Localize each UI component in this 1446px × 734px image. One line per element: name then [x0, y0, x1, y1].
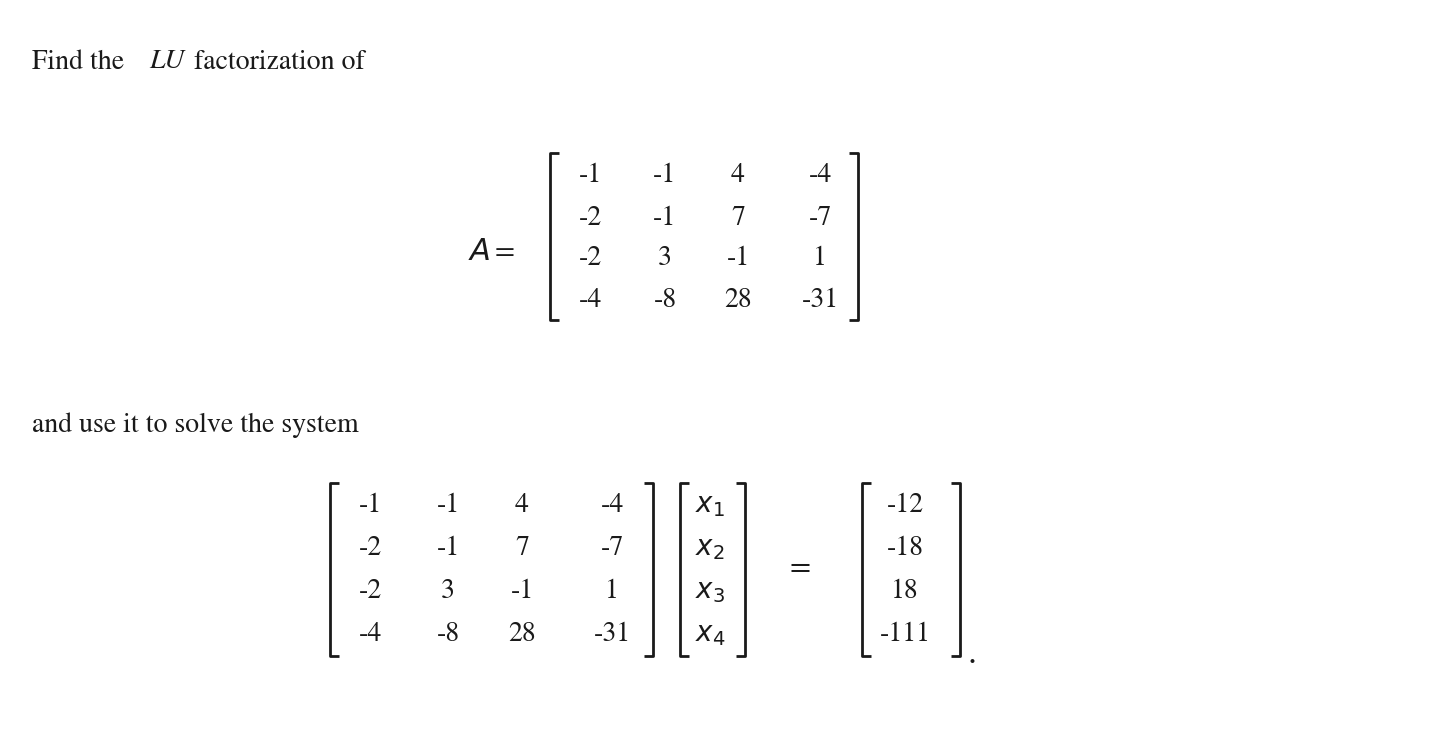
Text: -1: -1	[578, 162, 602, 188]
Text: 3: 3	[441, 578, 455, 603]
Text: -31: -31	[801, 288, 839, 313]
Text: -1: -1	[654, 162, 677, 188]
Text: -1: -1	[654, 206, 677, 230]
Text: -2: -2	[578, 206, 602, 230]
Text: $x_{4}$: $x_{4}$	[694, 620, 726, 648]
Text: $x_{1}$: $x_{1}$	[696, 491, 724, 519]
Text: 4: 4	[515, 493, 529, 517]
Text: -111: -111	[879, 622, 930, 647]
Text: =: =	[790, 556, 811, 584]
Text: $x_{3}$: $x_{3}$	[696, 577, 724, 605]
Text: -1: -1	[437, 493, 460, 517]
Text: 7: 7	[732, 206, 745, 230]
Text: and use it to solve the system: and use it to solve the system	[32, 413, 359, 438]
Text: -1: -1	[359, 493, 382, 517]
Text: -2: -2	[359, 535, 382, 561]
Text: -18: -18	[886, 535, 924, 561]
Text: 28: 28	[724, 288, 752, 313]
Text: -2: -2	[359, 578, 382, 603]
Text: -4: -4	[808, 162, 831, 188]
Text: -4: -4	[359, 622, 382, 647]
Text: 1: 1	[604, 578, 619, 603]
Text: -1: -1	[726, 245, 749, 271]
Text: 7: 7	[515, 535, 529, 561]
Text: 3: 3	[658, 245, 672, 271]
Text: $A$: $A$	[467, 238, 490, 266]
Text: =: =	[495, 239, 515, 264]
Text: -7: -7	[600, 535, 623, 561]
Text: -4: -4	[600, 493, 623, 517]
Text: -8: -8	[654, 288, 677, 313]
Text: -7: -7	[808, 206, 831, 230]
Text: LU: LU	[149, 50, 185, 74]
Text: -8: -8	[437, 622, 460, 647]
Text: -1: -1	[437, 535, 460, 561]
Text: -4: -4	[578, 288, 602, 313]
Text: 28: 28	[508, 622, 536, 647]
Text: Find the: Find the	[32, 49, 132, 75]
Text: 4: 4	[732, 162, 745, 188]
Text: -1: -1	[510, 578, 534, 603]
Text: $x_{2}$: $x_{2}$	[696, 534, 724, 562]
Text: factorization of: factorization of	[187, 49, 364, 75]
Text: -2: -2	[578, 245, 602, 271]
Text: 18: 18	[891, 578, 918, 603]
Text: -31: -31	[593, 622, 630, 647]
Text: .: .	[967, 637, 977, 671]
Text: -12: -12	[886, 493, 924, 517]
Text: 1: 1	[813, 245, 827, 271]
